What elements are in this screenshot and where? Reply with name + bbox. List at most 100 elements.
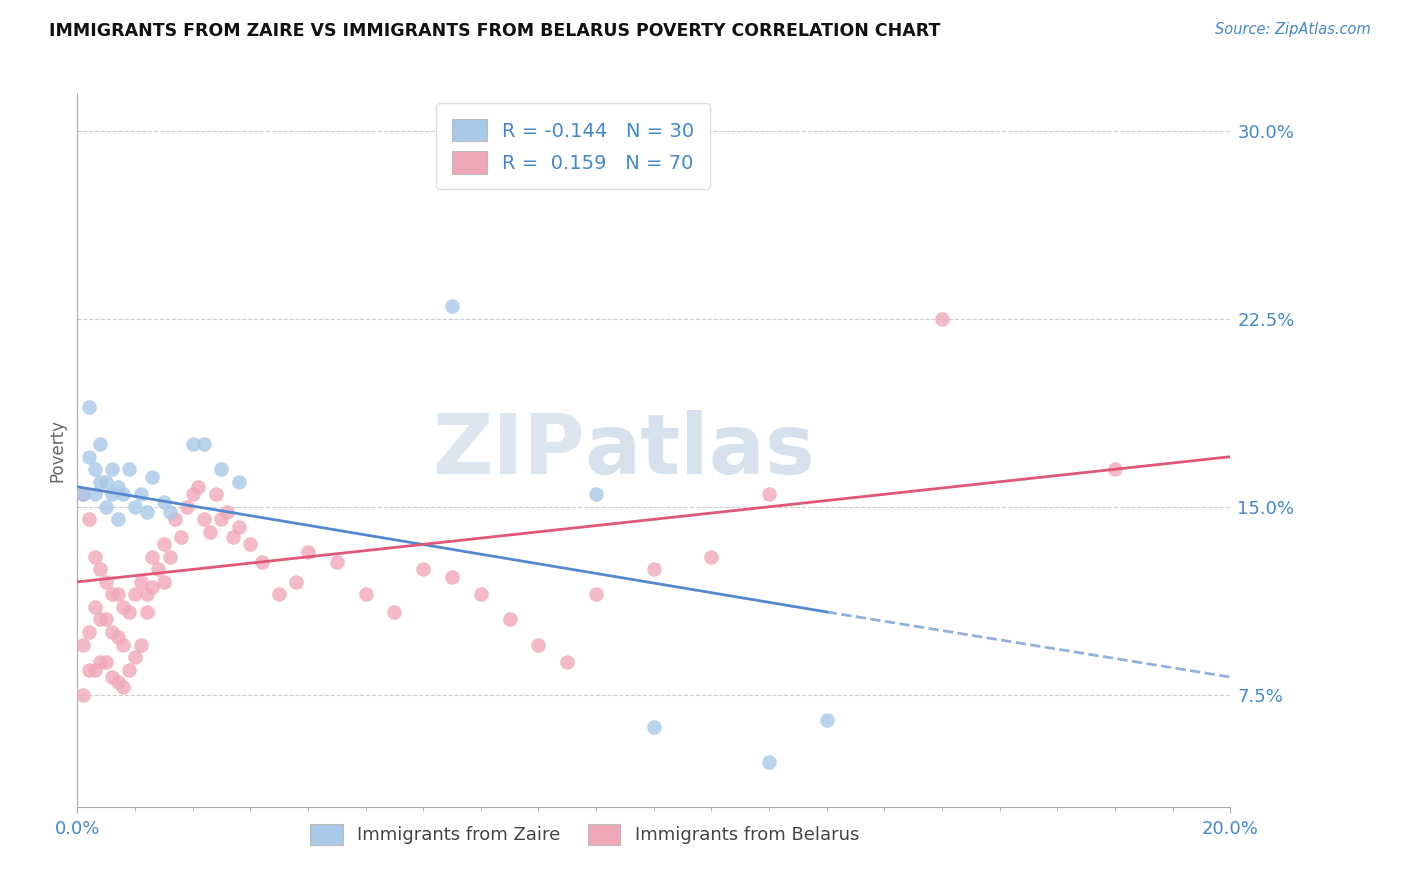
Point — [325, 555, 349, 569]
Point — [204, 487, 226, 501]
Point — [585, 587, 607, 601]
Point — [250, 555, 273, 569]
Point — [931, 312, 953, 326]
Point — [187, 480, 209, 494]
Point — [1104, 462, 1126, 476]
Point — [585, 487, 607, 501]
Point — [285, 574, 308, 589]
Point — [118, 605, 141, 619]
Point — [77, 663, 100, 677]
Point — [72, 638, 94, 652]
Point — [297, 545, 319, 559]
Point — [101, 670, 124, 684]
Point — [96, 612, 118, 626]
Point — [239, 537, 262, 551]
Point — [72, 688, 94, 702]
Point — [124, 500, 146, 514]
Point — [135, 587, 157, 601]
Point — [135, 605, 157, 619]
Point — [101, 587, 124, 601]
Point — [129, 574, 152, 589]
Text: IMMIGRANTS FROM ZAIRE VS IMMIGRANTS FROM BELARUS POVERTY CORRELATION CHART: IMMIGRANTS FROM ZAIRE VS IMMIGRANTS FROM… — [49, 22, 941, 40]
Point — [159, 549, 181, 564]
Point — [153, 495, 174, 509]
Point — [89, 437, 111, 451]
Point — [118, 663, 141, 677]
Point — [89, 612, 111, 626]
Point — [89, 655, 111, 669]
Point — [193, 512, 215, 526]
Point — [228, 520, 250, 534]
Point — [72, 487, 94, 501]
Point — [83, 663, 105, 677]
Point — [83, 462, 105, 476]
Point — [101, 625, 124, 640]
Point — [77, 400, 100, 414]
Text: atlas: atlas — [585, 410, 815, 491]
Legend: Immigrants from Zaire, Immigrants from Belarus: Immigrants from Zaire, Immigrants from B… — [304, 816, 866, 852]
Point — [354, 587, 377, 601]
Point — [107, 512, 129, 526]
Point — [83, 549, 105, 564]
Point — [107, 587, 129, 601]
Point — [211, 462, 233, 476]
Text: ZIP: ZIP — [432, 410, 585, 491]
Point — [129, 638, 152, 652]
Point — [141, 580, 163, 594]
Point — [83, 487, 105, 501]
Point — [700, 549, 723, 564]
Point — [153, 574, 174, 589]
Point — [176, 500, 198, 514]
Point — [77, 512, 100, 526]
Point — [146, 562, 169, 576]
Point — [267, 587, 291, 601]
Point — [77, 450, 100, 464]
Point — [222, 530, 245, 544]
Point — [112, 487, 135, 501]
Point — [198, 524, 221, 539]
Point — [101, 462, 124, 476]
Point — [77, 625, 100, 640]
Point — [228, 475, 250, 489]
Point — [165, 512, 187, 526]
Point — [83, 599, 105, 614]
Point — [96, 574, 118, 589]
Point — [112, 638, 135, 652]
Point — [170, 530, 193, 544]
Point — [499, 612, 522, 626]
Point — [89, 475, 111, 489]
Point — [112, 599, 135, 614]
Point — [643, 720, 665, 734]
Point — [135, 505, 157, 519]
Point — [382, 605, 406, 619]
Point — [815, 713, 838, 727]
Point — [159, 505, 181, 519]
Point — [118, 462, 141, 476]
Point — [412, 562, 434, 576]
Point — [758, 755, 780, 769]
Point — [89, 562, 111, 576]
Point — [643, 562, 665, 576]
Point — [441, 300, 464, 314]
Point — [527, 638, 550, 652]
Point — [129, 487, 152, 501]
Point — [181, 437, 204, 451]
Point — [107, 630, 129, 644]
Point — [217, 505, 239, 519]
Point — [124, 587, 146, 601]
Point — [758, 487, 780, 501]
Point — [557, 655, 579, 669]
Point — [181, 487, 204, 501]
Y-axis label: Poverty: Poverty — [48, 419, 66, 482]
Point — [112, 680, 135, 694]
Point — [96, 475, 118, 489]
Point — [470, 587, 492, 601]
Point — [141, 469, 163, 483]
Point — [211, 512, 233, 526]
Point — [441, 570, 464, 584]
Point — [193, 437, 215, 451]
Point — [96, 655, 118, 669]
Point — [153, 537, 174, 551]
Point — [72, 487, 94, 501]
Text: Source: ZipAtlas.com: Source: ZipAtlas.com — [1215, 22, 1371, 37]
